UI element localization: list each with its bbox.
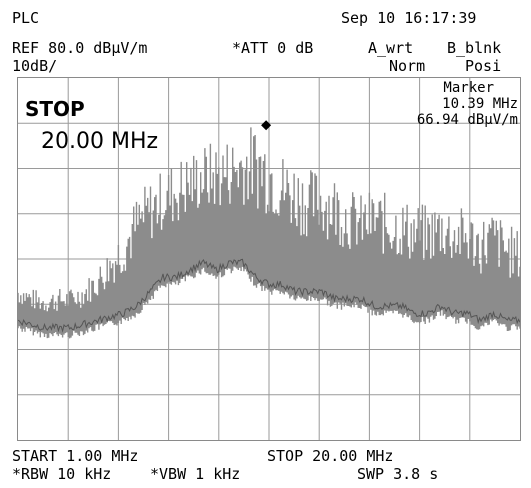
stop-value: 20.00 MHz — [41, 129, 159, 154]
start-frequency: START 1.00 MHz — [12, 447, 139, 465]
marker-point — [261, 120, 272, 131]
attenuation-label: *ATT 0 dB — [232, 39, 314, 57]
trace-floor — [18, 258, 520, 333]
marker-label: Marker — [443, 80, 494, 96]
spectrum-display: STOP 20.00 MHz Marker 10.39 MHz 66.94 dB… — [17, 77, 521, 441]
trace-b-mode: B_blnk — [447, 39, 502, 57]
marker-frequency: 10.39 MHz — [442, 96, 518, 112]
marker-diamond — [261, 120, 272, 131]
trace-spikes — [18, 127, 520, 339]
resolution-bandwidth: *RBW 10 kHz — [12, 465, 112, 483]
datetime-label: Sep 10 16:17:39 — [341, 9, 477, 27]
detector-a-label: Norm — [389, 57, 426, 75]
reference-level: REF 80.0 dBµV/m — [12, 39, 148, 57]
detector-b-label: Posi — [465, 57, 502, 75]
sweep-time: SWP 3.8 s — [357, 465, 439, 483]
trace-a-mode: A_wrt — [368, 39, 414, 57]
stop-label: STOP — [25, 97, 85, 121]
scale-label: 10dB/ — [12, 57, 58, 75]
marker-level: 66.94 dBµV/m — [416, 112, 518, 128]
mode-label: PLC — [12, 9, 40, 27]
spectrum-plot — [18, 78, 520, 440]
spectrum-trace — [18, 127, 520, 339]
stop-frequency: STOP 20.00 MHz — [267, 447, 394, 465]
video-bandwidth: *VBW 1 kHz — [150, 465, 241, 483]
